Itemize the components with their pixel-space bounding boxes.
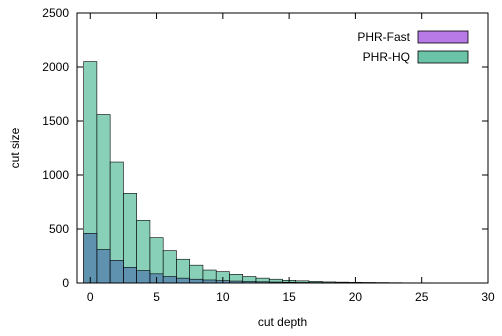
bar-phr-fast-7: [176, 278, 189, 283]
x-axis-label: cut depth: [258, 315, 307, 329]
x-tick-label: 10: [216, 290, 230, 304]
y-tick-label: 500: [49, 222, 69, 236]
x-tick-label: 20: [349, 290, 363, 304]
y-axis-label: cut size: [8, 127, 22, 168]
x-tick-label: 30: [481, 290, 495, 304]
legend-label: PHR-Fast: [357, 30, 410, 44]
legend: PHR-Fast PHR-HQ: [357, 30, 468, 64]
bar-phr-fast-4: [137, 271, 150, 283]
x-tick-label: 0: [87, 290, 94, 304]
legend-item-phr-hq: PHR-HQ: [363, 50, 468, 64]
series-phr-hq-bars: [84, 62, 468, 283]
bar-phr-fast-8: [190, 279, 203, 283]
bar-phr-fast-1: [97, 250, 110, 283]
bar-phr-fast-6: [163, 277, 176, 283]
bar-phr-fast-0: [84, 233, 97, 283]
x-tick-label: 25: [415, 290, 429, 304]
bar-phr-fast-2: [110, 260, 123, 283]
bar-phr-fast-3: [123, 267, 136, 283]
legend-label: PHR-HQ: [363, 50, 410, 64]
y-tick-label: 1500: [42, 114, 69, 128]
y-tick-label: 0: [62, 276, 69, 290]
legend-swatch: [418, 51, 468, 63]
legend-swatch: [418, 31, 468, 43]
y-tick-label: 2500: [42, 6, 69, 20]
x-tick-label: 5: [153, 290, 160, 304]
legend-item-phr-fast: PHR-Fast: [357, 30, 468, 44]
x-tick-label: 15: [282, 290, 296, 304]
y-tick-label: 1000: [42, 168, 69, 182]
y-tick-label: 2000: [42, 60, 69, 74]
